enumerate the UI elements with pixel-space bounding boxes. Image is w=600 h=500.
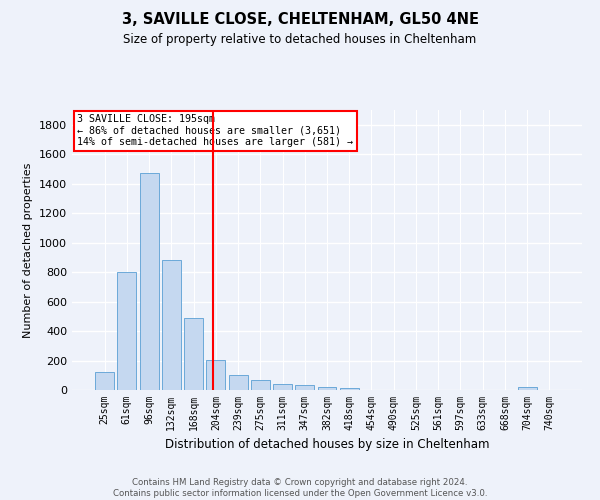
- Bar: [184, 318, 203, 390]
- Bar: [162, 260, 181, 390]
- Bar: [251, 380, 270, 390]
- Bar: [229, 374, 248, 390]
- Text: 3 SAVILLE CLOSE: 195sqm
← 86% of detached houses are smaller (3,651)
14% of semi: 3 SAVILLE CLOSE: 195sqm ← 86% of detache…: [77, 114, 353, 148]
- Bar: [518, 387, 536, 390]
- Text: 3, SAVILLE CLOSE, CHELTENHAM, GL50 4NE: 3, SAVILLE CLOSE, CHELTENHAM, GL50 4NE: [121, 12, 479, 28]
- Text: Contains HM Land Registry data © Crown copyright and database right 2024.
Contai: Contains HM Land Registry data © Crown c…: [113, 478, 487, 498]
- Bar: [95, 372, 114, 390]
- Bar: [273, 384, 292, 390]
- Bar: [118, 272, 136, 390]
- Bar: [206, 360, 225, 390]
- X-axis label: Distribution of detached houses by size in Cheltenham: Distribution of detached houses by size …: [165, 438, 489, 452]
- Bar: [140, 174, 158, 390]
- Bar: [317, 387, 337, 390]
- Y-axis label: Number of detached properties: Number of detached properties: [23, 162, 34, 338]
- Text: Size of property relative to detached houses in Cheltenham: Size of property relative to detached ho…: [124, 32, 476, 46]
- Bar: [295, 385, 314, 390]
- Bar: [340, 388, 359, 390]
